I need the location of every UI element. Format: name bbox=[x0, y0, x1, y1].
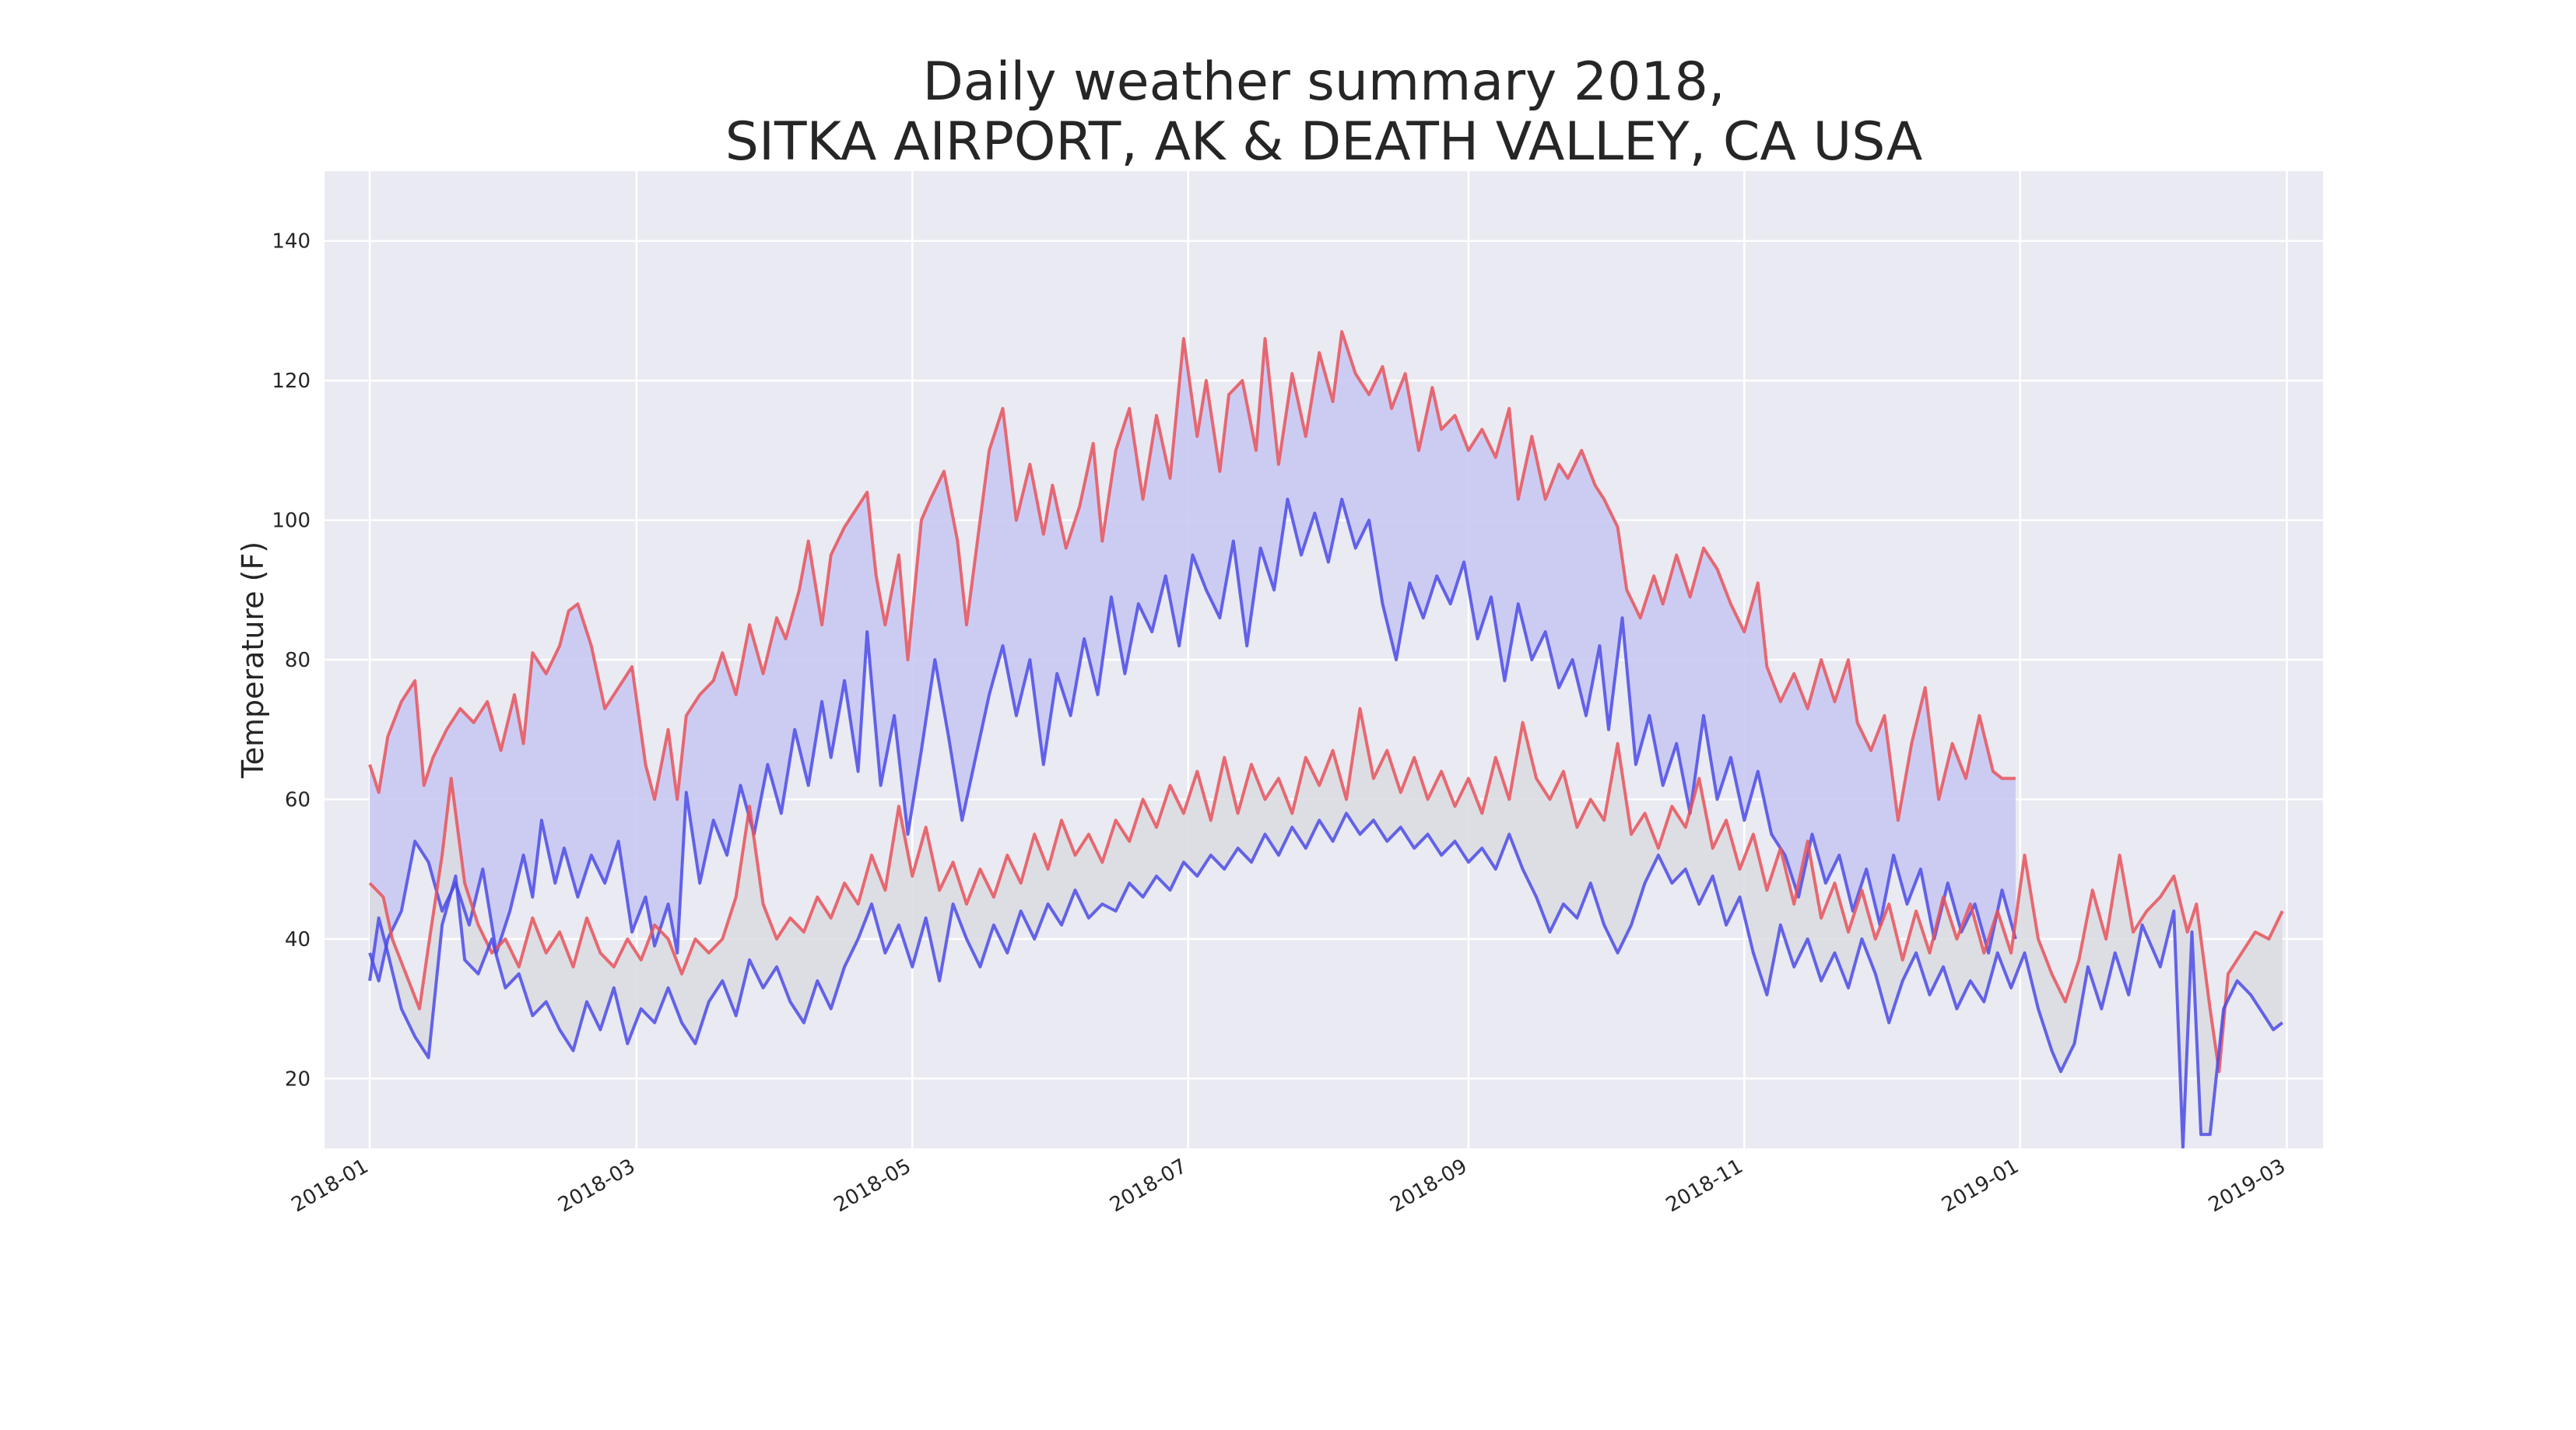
y-tick-label: 60 bbox=[285, 788, 311, 811]
y-tick-label: 140 bbox=[272, 230, 311, 254]
chart-title-line-1: Daily weather summary 2018, bbox=[922, 51, 1725, 113]
y-tick-label: 120 bbox=[272, 370, 311, 393]
temperature-lines bbox=[368, 330, 2284, 1148]
death-valley-range-fill bbox=[370, 331, 2016, 981]
temperature-range-fills bbox=[370, 331, 2283, 1148]
death-valley-low-line bbox=[368, 497, 2017, 983]
y-tick-label: 40 bbox=[285, 928, 311, 952]
sitka-range-fill bbox=[370, 708, 2283, 1148]
y-tick-label: 100 bbox=[272, 510, 311, 533]
sitka-high-line bbox=[368, 706, 2284, 1074]
chart-title-line-2: SITKA AIRPORT, AK & DEATH VALLEY, CA USA bbox=[725, 111, 1922, 173]
y-axis-label: Temperature (F) bbox=[236, 542, 270, 779]
grid bbox=[325, 171, 2323, 1148]
y-tick-label: 80 bbox=[285, 649, 311, 672]
y-tick-label: 20 bbox=[285, 1067, 311, 1091]
sitka-low-line bbox=[368, 811, 2283, 1148]
death-valley-high-line bbox=[368, 330, 2016, 822]
